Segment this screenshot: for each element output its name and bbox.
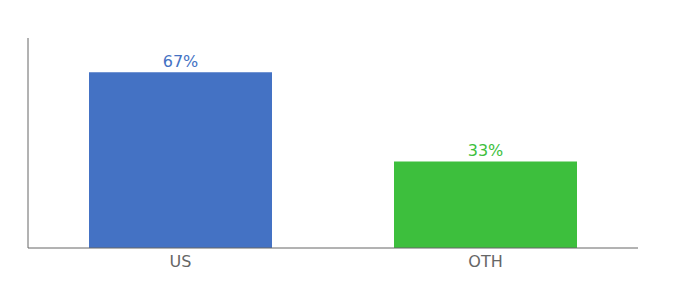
svg-text:OTH: OTH (468, 252, 502, 271)
svg-text:US: US (170, 252, 192, 271)
svg-text:67%: 67% (163, 52, 199, 71)
svg-text:33%: 33% (468, 141, 504, 160)
